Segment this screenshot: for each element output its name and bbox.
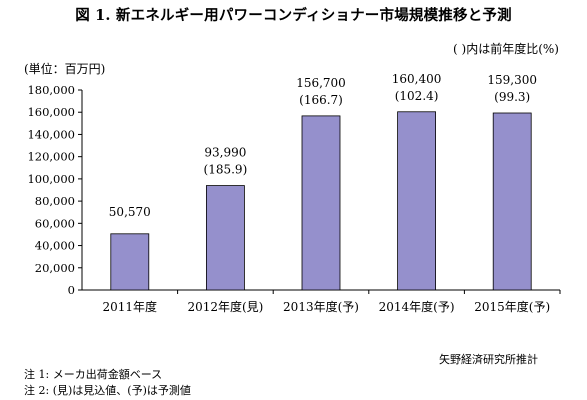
bar: [205, 185, 245, 291]
bar: [492, 112, 532, 291]
y-tick-label: 100,000: [27, 172, 75, 186]
x-tick-label: 2013年度(予): [283, 299, 359, 314]
bar: [110, 233, 150, 291]
y-tick-label: 140,000: [27, 127, 75, 141]
bar: [301, 115, 341, 291]
y-tick-label: 40,000: [35, 239, 75, 253]
growth-label: (185.9): [204, 163, 248, 177]
y-tick-label: 160,000: [27, 105, 75, 119]
bar: [397, 111, 437, 291]
y-tick-label: 120,000: [27, 150, 75, 164]
source-label: 矢野経済研究所推計: [439, 353, 538, 366]
data-label: 93,990: [204, 146, 246, 160]
data-label: 159,300: [487, 73, 537, 87]
data-label: 50,570: [109, 205, 151, 219]
growth-label: (102.4): [395, 89, 439, 103]
growth-label: (166.7): [299, 93, 343, 107]
y-tick-label: 180,000: [27, 83, 75, 97]
x-tick-label: 2015年度(予): [474, 299, 550, 314]
legend-note: ( )内は前年度比(%): [453, 42, 559, 56]
note-2: 注 2: (見)は見込値、(予)は予測値: [24, 384, 191, 397]
unit-label: (単位：百万円): [24, 62, 106, 76]
data-label: 156,700: [296, 76, 346, 90]
growth-label: (99.3): [494, 90, 530, 104]
chart-title: 図 1. 新エネルギー用パワーコンディショナー市場規模推移と予測: [75, 7, 512, 24]
x-tick-label: 2014年度(予): [379, 299, 455, 314]
y-tick-label: 60,000: [35, 216, 75, 230]
x-tick-label: 2011年度: [103, 299, 158, 314]
y-tick-label: 0: [68, 283, 75, 297]
y-tick-label: 20,000: [35, 261, 75, 275]
x-tick-label: 2012年度(見): [187, 299, 263, 314]
y-tick-label: 80,000: [35, 194, 75, 208]
note-1: 注 1: メーカ出荷金額ベース: [24, 368, 163, 381]
data-label: 160,400: [392, 72, 442, 86]
